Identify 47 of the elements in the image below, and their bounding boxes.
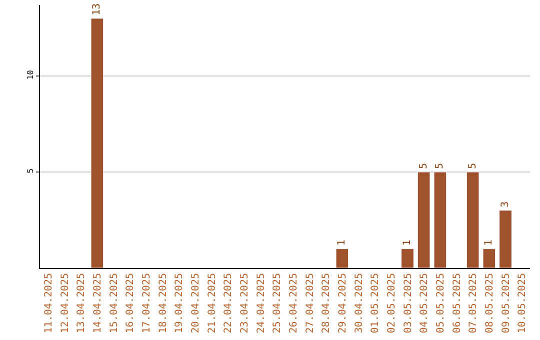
x-tick-label: 30.04.2025 xyxy=(354,273,365,334)
x-tick-label: 26.04.2025 xyxy=(288,273,300,334)
bar xyxy=(336,248,349,268)
x-tick-label: 10.05.2025 xyxy=(517,273,528,334)
x-tick-label: 05.05.2025 xyxy=(435,273,446,334)
x-tick-label: 20.04.2025 xyxy=(190,273,202,334)
x-tick-label: 16.04.2025 xyxy=(125,273,136,334)
x-tick-label: 08.05.2025 xyxy=(484,273,496,334)
x-tick-label: 06.05.2025 xyxy=(452,273,463,334)
x-tick-label: 03.05.2025 xyxy=(402,273,414,334)
x-tick-label: 13.04.2025 xyxy=(76,273,88,334)
x-tick-label: 21.04.2025 xyxy=(206,273,218,334)
bar xyxy=(417,172,430,268)
x-tick-label: 24.04.2025 xyxy=(256,273,267,334)
bar xyxy=(482,248,496,268)
bar xyxy=(434,172,447,268)
x-tick-label: 14.04.2025 xyxy=(92,273,104,334)
x-tick-label: 19.04.2025 xyxy=(174,273,186,334)
data-label: 5 xyxy=(434,162,446,170)
x-tick-label: 11.04.2025 xyxy=(43,273,54,334)
bar xyxy=(90,18,104,268)
bar xyxy=(401,248,414,268)
x-tick-label: 28.04.2025 xyxy=(321,273,332,334)
x-tick-label: 29.04.2025 xyxy=(337,273,348,334)
x-tick-label: 07.05.2025 xyxy=(468,273,480,334)
bar xyxy=(466,172,480,268)
x-tick-label: 17.04.2025 xyxy=(141,273,152,334)
x-tick-label: 27.04.2025 xyxy=(304,273,316,334)
data-label: 1 xyxy=(336,240,348,246)
x-tick-label: 01.05.2025 xyxy=(370,273,382,334)
data-label: 5 xyxy=(467,162,478,170)
data-label: 1 xyxy=(402,240,414,246)
x-tick-label: 02.05.2025 xyxy=(386,273,398,334)
x-tick-label: 18.04.2025 xyxy=(158,273,169,334)
data-label: 3 xyxy=(500,201,512,208)
data-label: 1 xyxy=(484,240,495,246)
x-tick-label: 04.05.2025 xyxy=(419,273,430,334)
x-tick-label: 22.04.2025 xyxy=(223,273,234,334)
x-tick-label: 15.04.2025 xyxy=(108,273,120,334)
data-label: 13 xyxy=(92,3,103,16)
y-tick-label: 10 xyxy=(26,70,35,80)
x-tick-label: 25.04.2025 xyxy=(272,273,284,334)
bar xyxy=(499,210,512,268)
x-tick-label: 23.04.2025 xyxy=(239,273,250,334)
x-tick-label: 09.05.2025 xyxy=(500,273,512,334)
x-tick-label: 12.04.2025 xyxy=(60,273,71,334)
data-label: 5 xyxy=(418,162,430,170)
